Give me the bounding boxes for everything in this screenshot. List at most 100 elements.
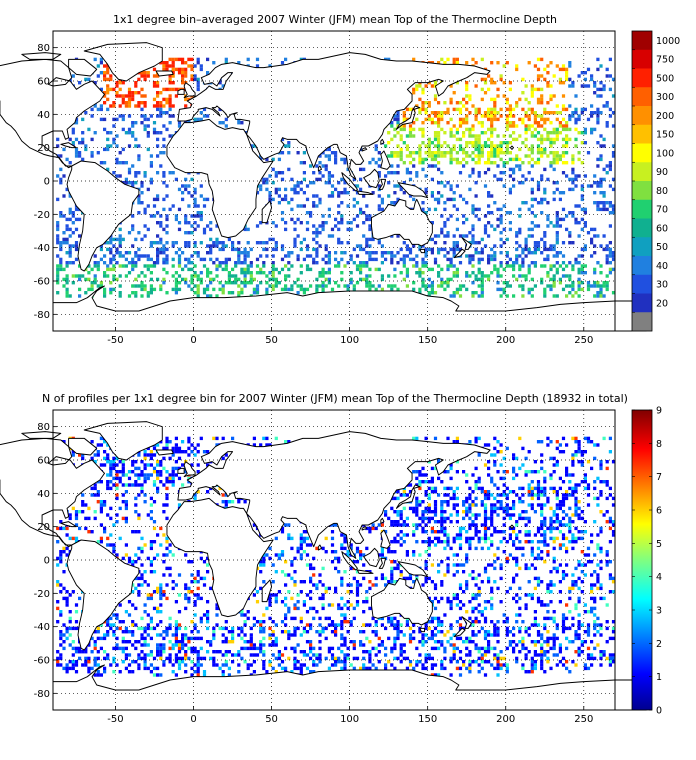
data-cell — [480, 151, 484, 155]
data-cell — [471, 264, 475, 268]
data-cell — [555, 493, 559, 497]
data-cell — [496, 450, 500, 454]
data-cell — [337, 237, 341, 242]
data-cell — [187, 267, 191, 272]
data-cell — [349, 221, 353, 225]
data-cell — [505, 161, 509, 165]
data-cell — [421, 520, 425, 524]
data-cell — [330, 194, 335, 198]
data-cell — [462, 131, 466, 135]
data-cell — [427, 207, 431, 212]
data-cell — [527, 516, 531, 521]
data-cell — [96, 490, 100, 494]
data-cell — [527, 161, 531, 165]
data-cell — [561, 161, 566, 165]
data-cell — [477, 261, 481, 265]
data-cell — [462, 151, 466, 155]
data-cell — [362, 247, 366, 252]
data-cell — [65, 241, 69, 245]
data-cell — [440, 114, 444, 118]
data-cell — [421, 466, 425, 471]
data-cell — [293, 221, 297, 225]
data-cell — [159, 111, 163, 115]
data-cell — [565, 274, 569, 278]
data-cell — [483, 131, 488, 135]
data-cell — [487, 194, 491, 198]
data-cell — [346, 287, 350, 292]
data-cell — [193, 214, 197, 218]
data-cell — [580, 510, 584, 514]
data-cell — [433, 144, 438, 148]
data-cell — [536, 470, 541, 474]
data-cell — [586, 440, 591, 444]
data-cell — [449, 154, 453, 158]
data-cell — [483, 503, 488, 507]
data-cell — [171, 104, 175, 108]
data-cell — [549, 221, 553, 225]
data-cell — [312, 201, 316, 205]
data-cell — [458, 121, 463, 125]
data-cell — [577, 234, 581, 238]
data-cell — [268, 277, 272, 282]
data-cell — [137, 101, 141, 105]
data-cell — [593, 181, 597, 185]
data-cell — [590, 111, 594, 115]
data-cell — [455, 440, 459, 444]
data-cell — [543, 127, 547, 132]
data-cell — [490, 147, 494, 152]
data-cell — [480, 271, 484, 275]
data-cell — [561, 81, 566, 85]
data-cell — [424, 287, 428, 292]
data-cell — [505, 251, 509, 255]
data-cell — [408, 483, 413, 487]
data-cell — [137, 493, 141, 497]
data-cell — [424, 261, 428, 265]
data-cell — [455, 57, 459, 62]
data-cell — [318, 224, 322, 228]
data-cell — [143, 77, 147, 82]
data-cell — [243, 274, 247, 278]
data-cell — [505, 141, 509, 145]
data-cell — [536, 490, 541, 494]
data-cell — [449, 496, 453, 501]
data-cell — [127, 131, 132, 135]
data-cell — [109, 131, 113, 135]
data-cell — [312, 224, 316, 228]
data-cell — [174, 460, 178, 464]
data-cell — [296, 254, 300, 258]
data-cell — [215, 264, 219, 268]
data-cell — [502, 64, 506, 68]
data-cell — [474, 214, 478, 218]
data-cell — [355, 201, 360, 205]
data-cell — [131, 463, 135, 467]
data-cell — [561, 516, 566, 521]
data-cell — [480, 121, 484, 125]
data-cell — [137, 201, 141, 205]
data-cell — [596, 234, 600, 238]
data-cell — [418, 154, 422, 158]
data-cell — [224, 244, 228, 248]
data-cell — [299, 204, 303, 208]
data-cell — [81, 493, 85, 497]
data-cell — [512, 466, 516, 471]
data-cell — [96, 284, 100, 288]
data-cell — [505, 513, 509, 517]
data-cell — [462, 97, 466, 102]
data-cell — [424, 144, 428, 148]
data-cell — [540, 141, 544, 145]
data-cell — [121, 463, 125, 467]
data-cell — [340, 277, 344, 282]
data-cell — [312, 204, 316, 208]
data-cell — [143, 500, 147, 504]
data-cell — [280, 267, 285, 272]
data-cell — [483, 77, 488, 82]
data-cell — [334, 154, 338, 158]
data-cell — [177, 274, 182, 278]
data-cell — [608, 74, 612, 78]
data-cell — [315, 241, 319, 245]
data-cell — [577, 277, 581, 282]
data-cell — [527, 154, 531, 158]
data-cell — [56, 197, 60, 202]
data-cell — [415, 264, 419, 268]
data-cell — [321, 267, 325, 272]
